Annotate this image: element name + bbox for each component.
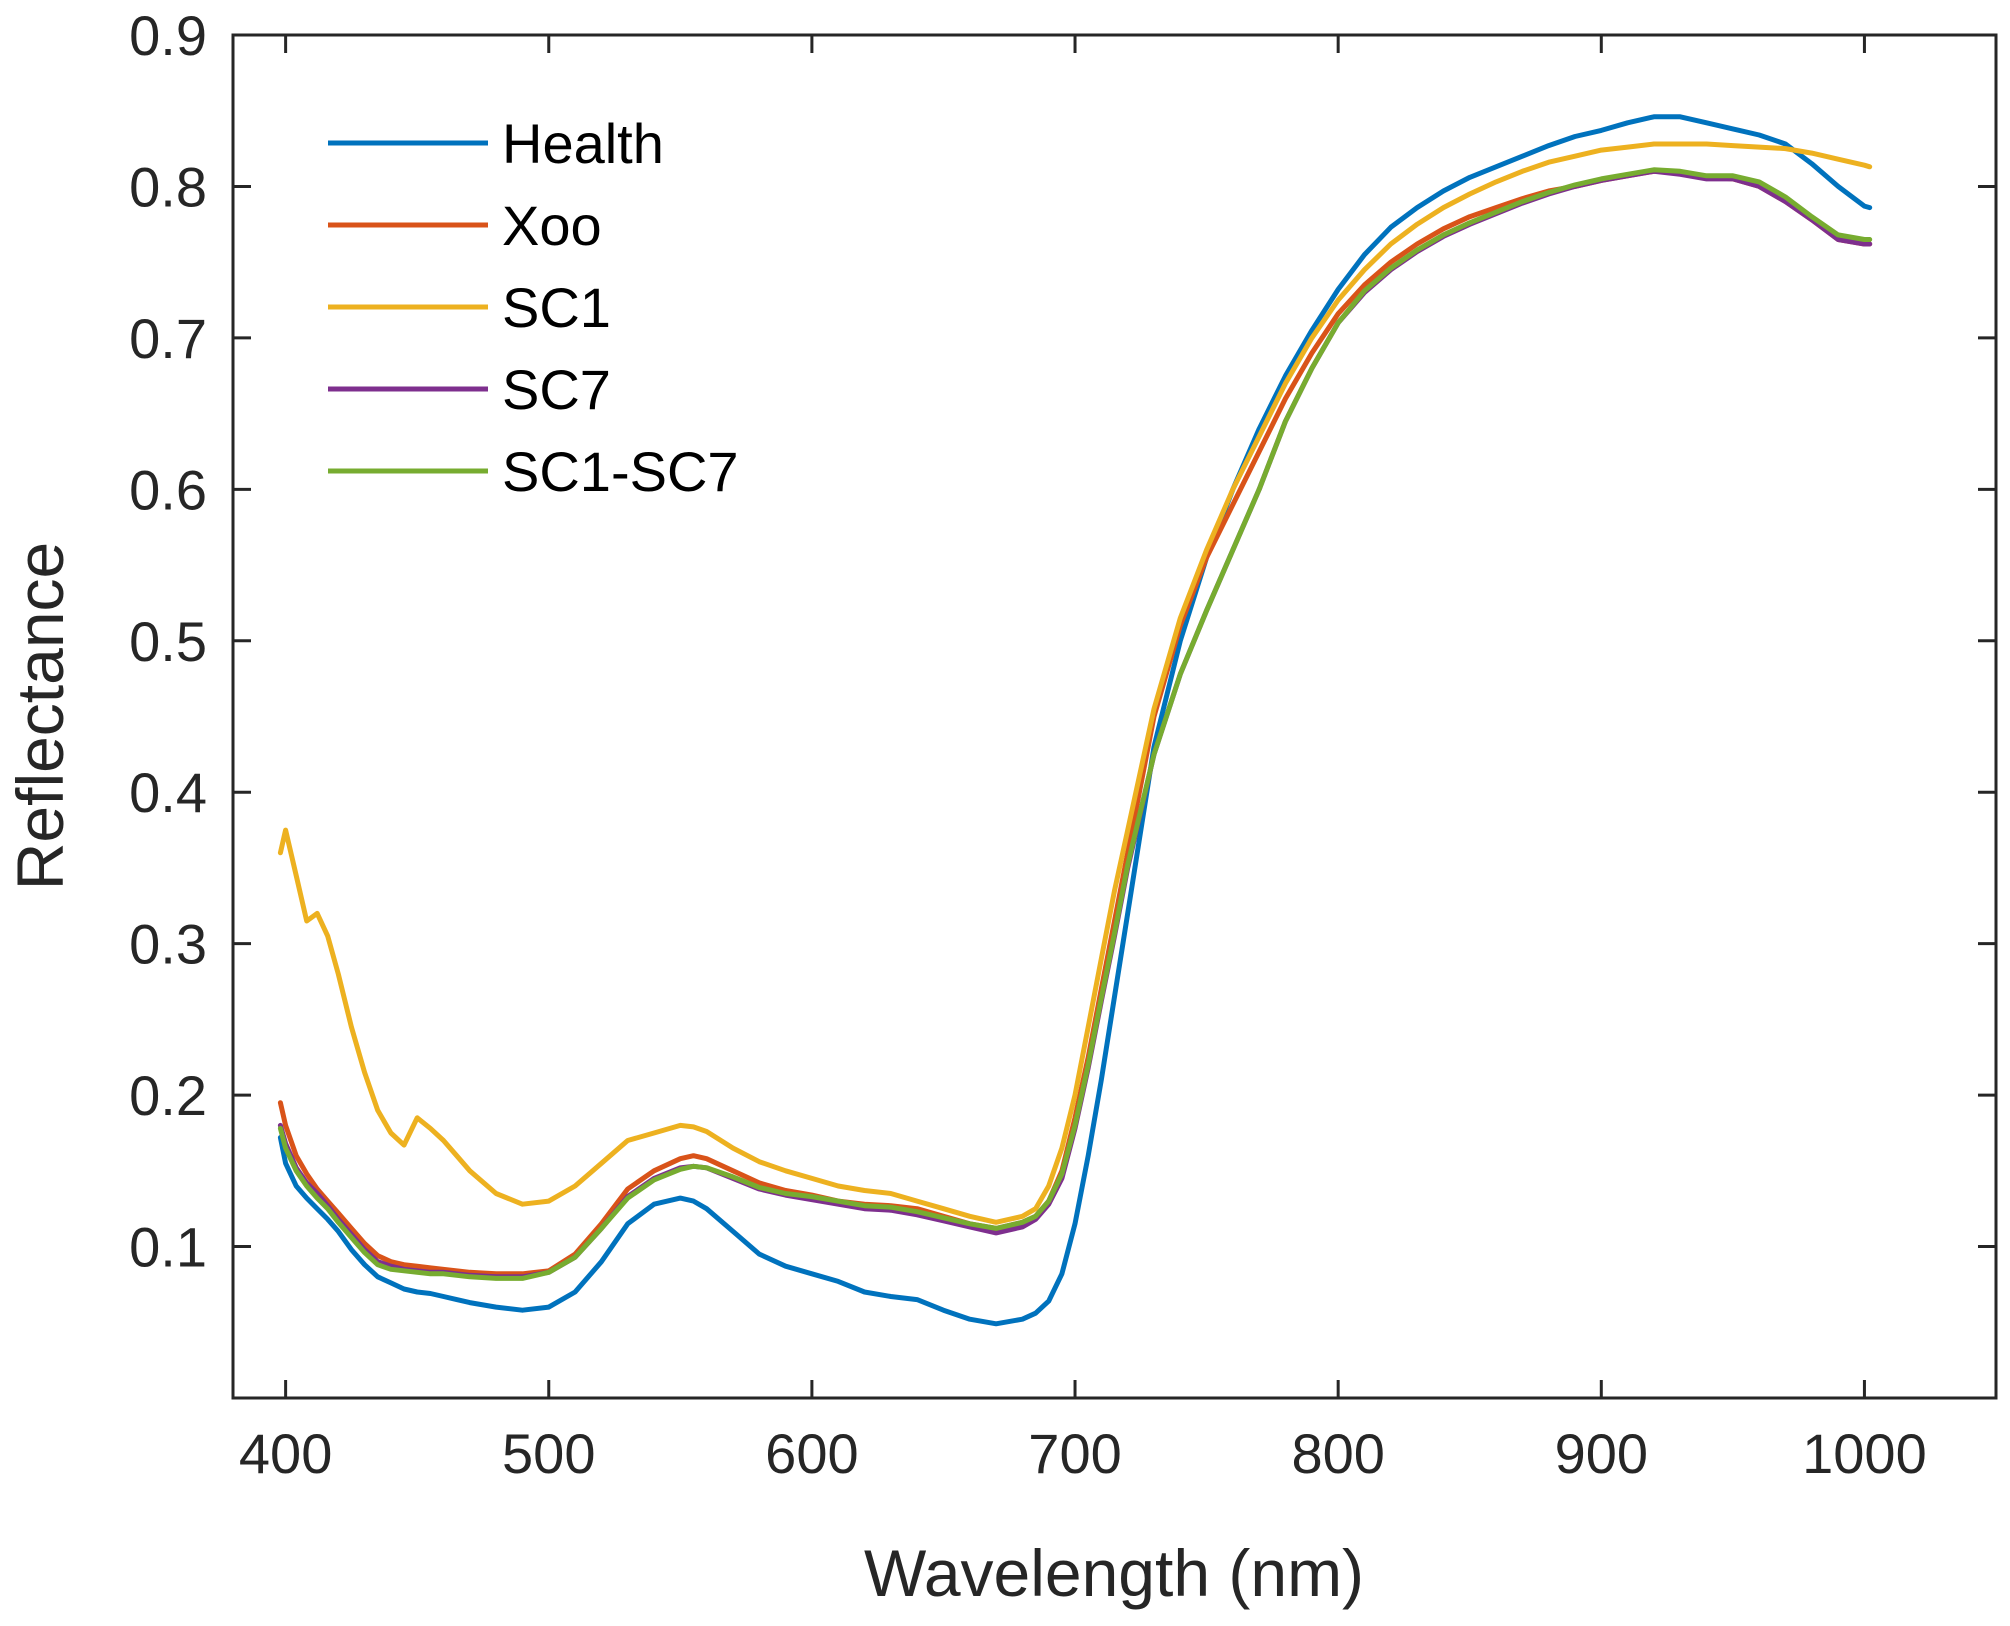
legend-label-xoo: Xoo xyxy=(502,194,602,257)
legend-label-sc7: SC7 xyxy=(502,358,611,421)
series-line-health xyxy=(277,114,1873,1327)
series-group xyxy=(277,114,1873,1327)
series-line-sc1 xyxy=(277,141,1873,1225)
y-axis: 0.1 0.2 0.3 0.4 0.5 0.6 0.7 0.8 0.9 xyxy=(129,4,1996,1279)
y-tick-label: 0.4 xyxy=(129,761,207,824)
y-tick-label: 0.1 xyxy=(129,1216,207,1279)
y-tick-label: 0.3 xyxy=(129,913,207,976)
x-tick-label: 600 xyxy=(765,1422,858,1485)
x-axis-title: Wavelength (nm) xyxy=(864,1536,1364,1610)
y-tick-label: 0.2 xyxy=(129,1064,207,1127)
x-tick-label: 700 xyxy=(1028,1422,1121,1485)
plot-area xyxy=(231,33,1998,1400)
x-tick-label: 400 xyxy=(239,1422,332,1485)
legend-label-sc1-sc7: SC1-SC7 xyxy=(502,440,739,503)
x-axis: 400 500 600 700 800 900 1000 xyxy=(239,35,1927,1485)
legend: Health Xoo SC1 SC7 SC1-SC7 xyxy=(328,112,739,503)
y-tick-label: 0.5 xyxy=(129,610,207,673)
x-tick-label: 500 xyxy=(502,1422,595,1485)
series-line-sc1-sc7 xyxy=(277,167,1873,1281)
y-tick-label: 0.6 xyxy=(129,458,207,521)
x-tick-label: 800 xyxy=(1291,1422,1384,1485)
x-tick-label: 900 xyxy=(1555,1422,1648,1485)
y-axis-title: Reflectance xyxy=(3,542,77,891)
y-tick-label: 0.8 xyxy=(129,155,207,218)
x-tick-label: 1000 xyxy=(1802,1422,1927,1485)
legend-label-sc1: SC1 xyxy=(502,276,611,339)
y-tick-label: 0.9 xyxy=(129,4,207,67)
legend-label-health: Health xyxy=(502,112,664,175)
y-tick-label: 0.7 xyxy=(129,307,207,370)
